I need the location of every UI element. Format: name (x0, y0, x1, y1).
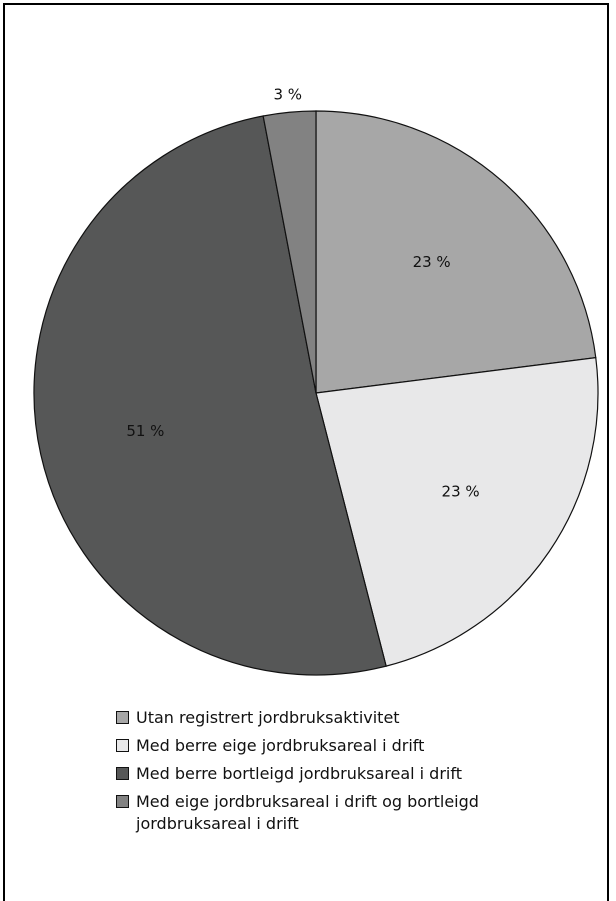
legend-swatch (116, 767, 129, 780)
legend-label: Med eige jordbruksareal i drift og bortl… (136, 792, 479, 833)
pie-chart: 23 % 23 % 51 % 3 % (33, 85, 599, 676)
chart-frame (3, 3, 609, 901)
legend-label: Utan registrert jordbruksaktivitet (136, 708, 400, 727)
slice-utan-registrert (315, 110, 597, 394)
slice-berre-eige (315, 356, 599, 667)
legend-item: Utan registrert jordbruksaktivitet (116, 707, 576, 729)
slice-berre-bortleigd (33, 115, 387, 676)
slice-data-label: 3 % (273, 85, 302, 103)
legend-swatch (116, 739, 129, 752)
legend-swatch (116, 711, 129, 724)
legend-item: Med eige jordbruksareal i drift og bortl… (116, 791, 576, 835)
slice-data-label: 51 % (126, 422, 164, 440)
legend-item: Med berre eige jordbruksareal i drift (116, 735, 576, 757)
slice-eige-og-bortleigd (262, 110, 317, 394)
legend: Utan registrert jordbruksaktivitet Med b… (116, 707, 576, 841)
legend-swatch (116, 795, 129, 808)
legend-label: Med berre bortleigd jordbruksareal i dri… (136, 764, 462, 783)
legend-item: Med berre bortleigd jordbruksareal i dri… (116, 763, 576, 785)
slice-data-label: 23 % (413, 253, 451, 271)
slice-data-label: 23 % (442, 482, 480, 500)
legend-label: Med berre eige jordbruksareal i drift (136, 736, 425, 755)
